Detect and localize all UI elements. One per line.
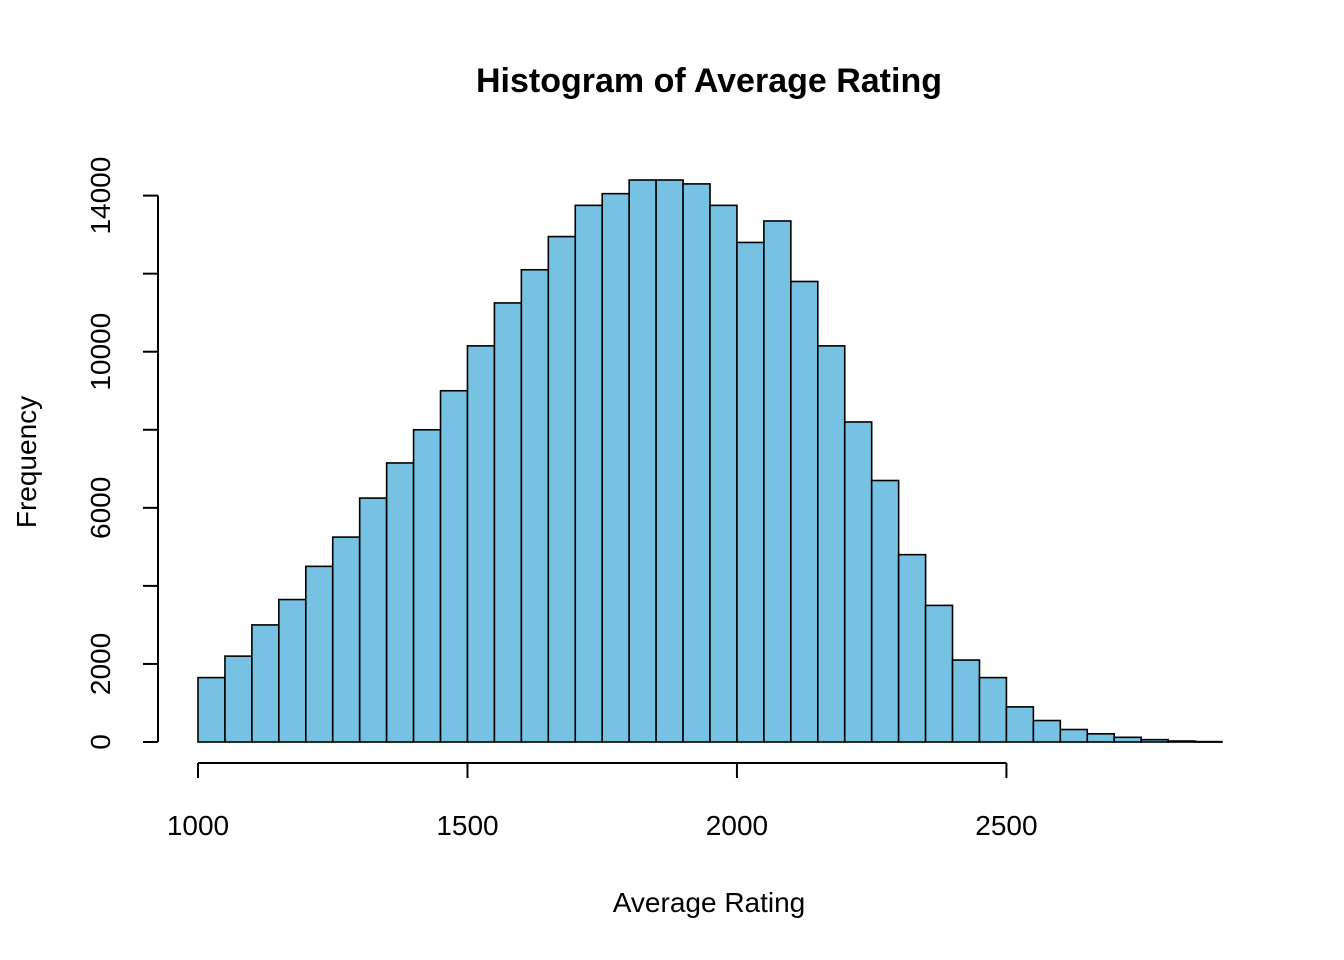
histogram-bar (358, 497, 388, 743)
histogram-bar (1005, 706, 1035, 743)
histogram-bar (520, 268, 550, 743)
histogram-bar (331, 536, 361, 743)
histogram-bar (682, 183, 711, 743)
histogram-bar (224, 655, 253, 743)
x-axis: 1000 1500 2000 2500 (167, 762, 1038, 841)
histogram-bar (304, 565, 334, 743)
y-tick-label: 10000 (85, 313, 116, 391)
x-axis-label: Average Rating (613, 887, 806, 918)
histogram-bar (466, 345, 496, 743)
histogram-bar (251, 624, 280, 743)
x-tick-label: 1500 (436, 810, 498, 841)
histogram-bar (1059, 728, 1089, 743)
x-tick-label: 1000 (167, 810, 229, 841)
y-axis: 0 2000 6000 10000 14000 (85, 157, 159, 750)
histogram-bar (493, 302, 523, 743)
histogram-bar (816, 345, 846, 743)
histogram-bar (385, 462, 415, 743)
histogram-bar (709, 204, 738, 743)
histogram-bar (628, 179, 657, 743)
x-tick-label: 2000 (706, 810, 768, 841)
histogram-bar (790, 280, 819, 743)
histogram-bar (736, 241, 765, 743)
histogram-bar (1194, 740, 1223, 743)
histogram-bar (574, 204, 604, 743)
y-tick-label: 0 (85, 734, 116, 750)
y-tick-label: 6000 (85, 477, 116, 539)
histogram-bar (763, 220, 792, 743)
histogram-bar (1032, 719, 1062, 743)
histogram-bar (978, 676, 1008, 743)
histogram-bar (843, 421, 873, 743)
histogram-bar (951, 659, 981, 743)
histogram-bar (1140, 738, 1169, 743)
histogram-bar (1113, 736, 1142, 743)
bars-group (197, 179, 1223, 743)
histogram-bar (601, 192, 630, 743)
histogram-bar (897, 553, 927, 743)
x-tick-label: 2500 (975, 810, 1037, 841)
histogram-bar (655, 179, 684, 743)
y-axis-label: Frequency (11, 396, 42, 528)
y-tick-label: 14000 (85, 157, 116, 235)
histogram-bar (439, 389, 469, 743)
histogram-bar (1167, 740, 1196, 743)
histogram-bar (547, 235, 577, 743)
histogram-bar (870, 479, 900, 743)
histogram-bar (924, 604, 954, 743)
histogram-bar (412, 428, 442, 743)
histogram-bar (278, 598, 307, 743)
histogram-bar (1086, 733, 1116, 743)
chart-title: Histogram of Average Rating (476, 62, 942, 100)
histogram-bar (197, 676, 226, 743)
y-tick-label: 2000 (85, 633, 116, 695)
